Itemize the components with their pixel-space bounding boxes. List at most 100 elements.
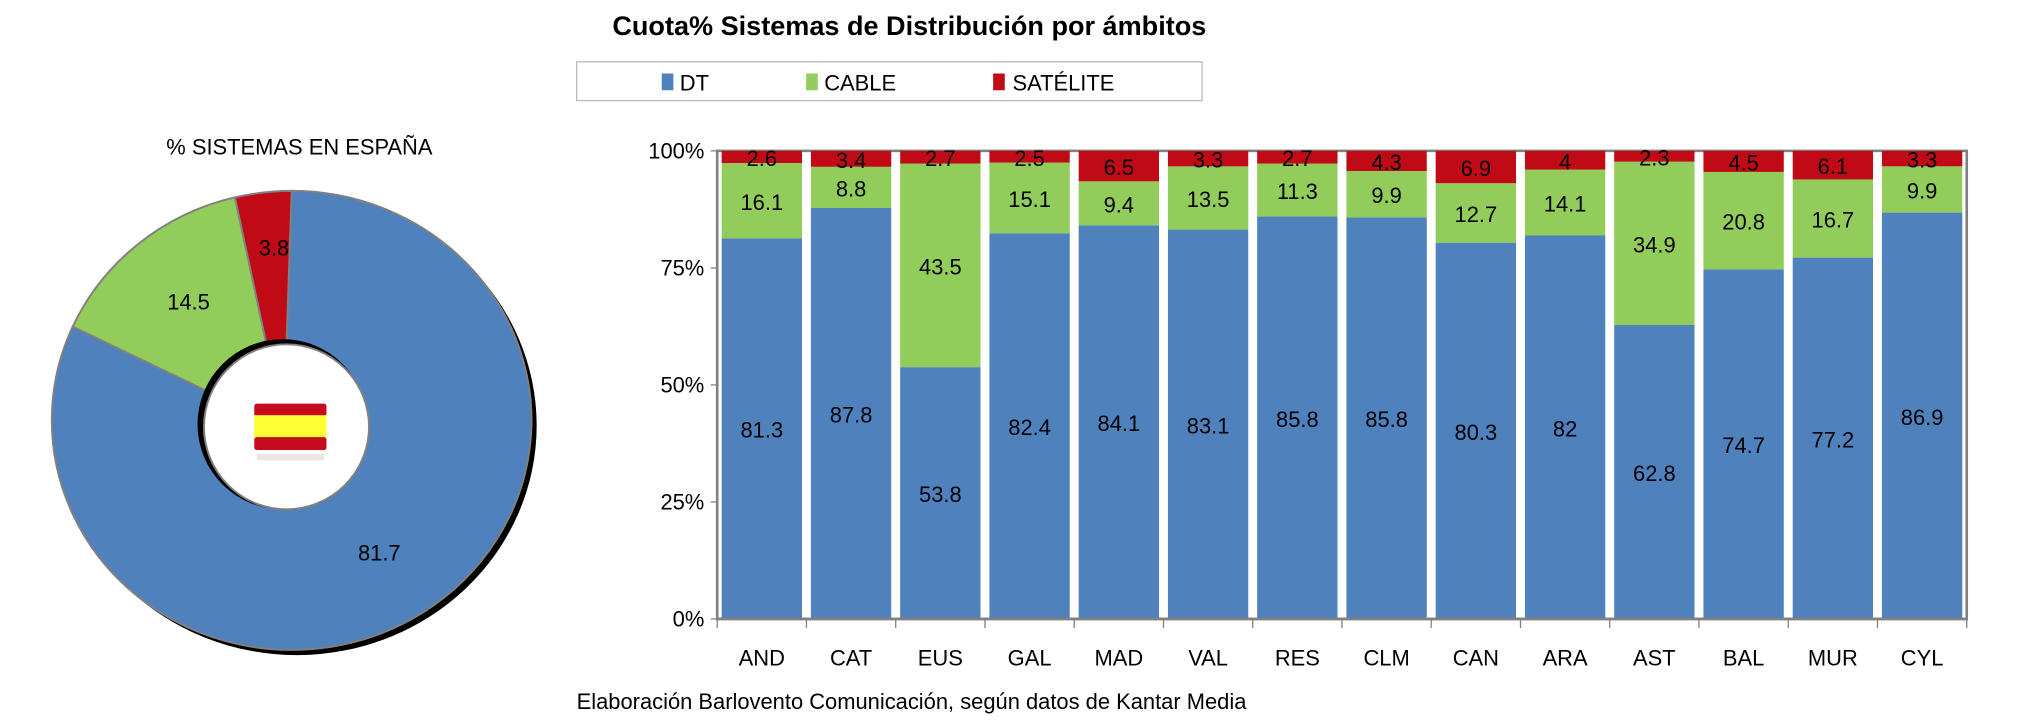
- bar-data-label: 85.8: [1365, 407, 1408, 432]
- bar-data-label: 9.4: [1104, 192, 1134, 217]
- bar-cyl-cable: [1881, 166, 1963, 213]
- bar-ara-satélite: [1524, 150, 1606, 170]
- bar-res-satélite: [1257, 150, 1338, 164]
- bar-bal-dt: [1703, 269, 1784, 619]
- bar-data-label: 20.8: [1722, 210, 1765, 235]
- bar-data-label: 6.5: [1104, 155, 1134, 180]
- bar-data-label: 53.8: [919, 482, 962, 507]
- bar-data-label: 14.1: [1544, 192, 1587, 217]
- bar-ast-dt: [1614, 325, 1695, 619]
- bar-data-label: 8.8: [836, 176, 866, 201]
- bar-data-label: 13.5: [1187, 187, 1230, 212]
- y-tick-label: 75%: [660, 256, 704, 281]
- bar-val-cable: [1167, 166, 1249, 230]
- bar-data-label: 3.4: [836, 148, 866, 173]
- bar-data-label: 4.5: [1728, 150, 1758, 175]
- bar-data-label: 84.1: [1098, 411, 1141, 436]
- bar-clm-dt: [1346, 217, 1427, 619]
- bar-data-label: 43.5: [919, 254, 962, 279]
- x-tick-label: EUS: [918, 645, 963, 670]
- bar-data-label: 2.3: [1639, 145, 1669, 170]
- bar-data-label: 4: [1559, 149, 1571, 174]
- bar-and-satélite: [721, 150, 802, 164]
- x-tick-label: VAL: [1188, 645, 1228, 670]
- legend-swatch-dt: [661, 73, 674, 91]
- pie-data-label: 3.8: [259, 235, 289, 260]
- legend-label-satelite: SATÉLITE: [1013, 70, 1115, 95]
- bar-data-label: 9.9: [1371, 183, 1401, 208]
- y-tick-label: 100%: [648, 139, 704, 164]
- legend-swatch-satelite: [993, 73, 1005, 91]
- bar-data-label: 3.3: [1193, 148, 1223, 173]
- x-tick-label: RES: [1275, 645, 1320, 670]
- bar-chart-title: Cuota% Sistemas de Distribución por ámbi…: [612, 10, 1206, 41]
- x-tick-label: BAL: [1723, 645, 1764, 670]
- bar-can-cable: [1435, 183, 1517, 243]
- x-tick-label: GAL: [1008, 645, 1052, 670]
- bar-data-label: 15.1: [1008, 187, 1051, 212]
- bar-cat-satélite: [810, 150, 892, 167]
- bar-res-cable: [1257, 163, 1338, 217]
- bar-data-label: 12.7: [1455, 202, 1498, 227]
- bar-data-label: 2.6: [747, 146, 777, 171]
- bar-mad-dt: [1078, 225, 1160, 619]
- legend-swatch-cable: [806, 73, 818, 91]
- bar-ast-cable: [1614, 161, 1695, 326]
- bar-can-satélite: [1435, 150, 1517, 184]
- x-tick-label: CLM: [1363, 645, 1409, 670]
- bar-data-label: 16.1: [741, 190, 784, 215]
- bar-bal-satélite: [1703, 150, 1784, 172]
- bar-data-label: 86.9: [1901, 405, 1944, 430]
- bar-data-label: 3.3: [1907, 148, 1937, 173]
- bar-data-label: 82.4: [1008, 415, 1051, 440]
- bar-data-label: 6.1: [1818, 154, 1848, 179]
- x-tick-label: ARA: [1543, 645, 1588, 670]
- pie-title: % SISTEMAS EN ESPAÑA: [166, 135, 433, 160]
- bar-mad-cable: [1078, 181, 1160, 226]
- bar-and-cable: [721, 163, 802, 239]
- bar-data-label: 2.7: [925, 146, 955, 171]
- bar-mad-satélite: [1078, 150, 1160, 182]
- bar-and-dt: [721, 238, 802, 619]
- bar-cyl-dt: [1881, 212, 1963, 619]
- legend: DT CABLE SATÉLITE: [575, 61, 1203, 102]
- y-tick-label: 50%: [660, 373, 704, 398]
- x-tick-label: AND: [739, 645, 785, 670]
- bar-eus-dt: [900, 367, 981, 619]
- bar-val-dt: [1167, 229, 1249, 619]
- bar-mur-dt: [1792, 257, 1874, 619]
- x-tick-label: CAT: [830, 645, 872, 670]
- x-tick-label: AST: [1633, 645, 1676, 670]
- bar-data-label: 4.3: [1371, 150, 1401, 175]
- bar-ara-cable: [1524, 169, 1606, 236]
- pie-data-label: 14.5: [167, 289, 210, 314]
- bar-data-label: 2.5: [1014, 146, 1044, 171]
- bar-ara-dt: [1524, 235, 1606, 619]
- bar-val-satélite: [1167, 150, 1249, 167]
- x-tick-label: MUR: [1808, 645, 1858, 670]
- bar-ast-satélite: [1614, 150, 1695, 162]
- bar-res-dt: [1257, 216, 1338, 619]
- bar-gal-dt: [989, 233, 1070, 619]
- bar-bal-cable: [1703, 171, 1784, 270]
- bar-data-label: 11.3: [1277, 179, 1318, 204]
- pie-data-label: 81.7: [358, 540, 401, 565]
- bar-data-label: 83.1: [1187, 413, 1230, 438]
- bar-clm-cable: [1346, 171, 1427, 218]
- footer-source: Elaboración Barlovento Comunicación, seg…: [577, 689, 1248, 714]
- legend-label-dt: DT: [680, 70, 709, 95]
- spain-flag-icon: [254, 403, 327, 461]
- bar-gal-cable: [989, 162, 1070, 234]
- bar-data-label: 16.7: [1812, 208, 1855, 233]
- bar-gal-satélite: [989, 150, 1070, 163]
- bar-eus-satélite: [900, 150, 981, 164]
- bar-clm-satélite: [1346, 150, 1427, 172]
- bar-mur-cable: [1792, 179, 1874, 258]
- bar-data-label: 34.9: [1633, 232, 1676, 257]
- bar-mur-satélite: [1792, 150, 1874, 180]
- bar-cat-cable: [810, 166, 892, 208]
- bar-data-label: 74.7: [1722, 433, 1765, 458]
- bar-eus-cable: [900, 163, 981, 368]
- bar-data-label: 77.2: [1812, 427, 1855, 452]
- bar-cyl-satélite: [1881, 150, 1963, 167]
